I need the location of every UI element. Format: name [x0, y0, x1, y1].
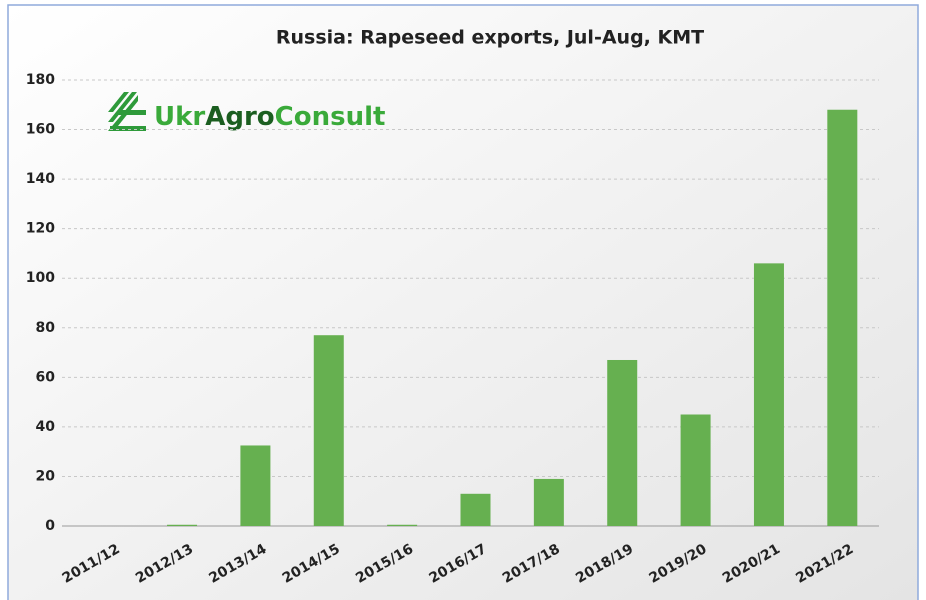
y-tick-label: 80	[36, 320, 56, 336]
logo: UkrAgroConsult	[108, 92, 385, 132]
logo-text: UkrAgroConsult	[154, 102, 385, 132]
logo-part: Consult	[275, 102, 386, 132]
y-tick-label: 160	[26, 122, 55, 138]
bar	[753, 263, 784, 526]
bar	[240, 445, 271, 526]
bar	[387, 524, 418, 526]
bar	[460, 493, 491, 526]
logo-part: Ukr	[154, 102, 205, 132]
y-tick-label: 0	[45, 518, 55, 534]
logo-icon	[108, 92, 146, 131]
y-tick-label: 100	[26, 270, 55, 286]
bar	[313, 335, 344, 526]
y-tick-label: 180	[26, 72, 55, 88]
y-tick-label: 120	[26, 221, 55, 237]
bar	[607, 359, 638, 526]
y-tick-label: 20	[36, 468, 56, 484]
bar	[827, 109, 858, 526]
bar	[533, 478, 564, 526]
y-tick-label: 40	[36, 419, 56, 435]
y-tick-label: 60	[36, 369, 56, 385]
y-tick-label: 140	[26, 171, 55, 187]
bar	[680, 414, 711, 526]
bar	[167, 524, 198, 526]
logo-part: Agro	[205, 102, 274, 132]
chart-title: Russia: Rapeseed exports, Jul-Aug, KMT	[276, 27, 704, 49]
